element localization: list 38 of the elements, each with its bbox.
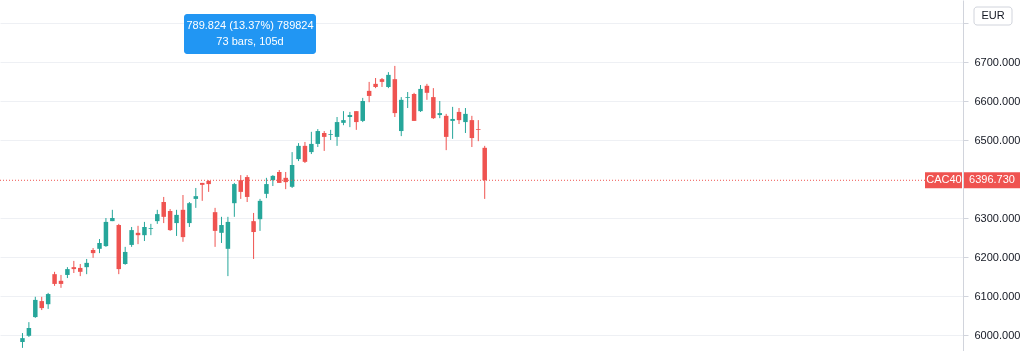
y-tick-label: 6000.000 <box>974 328 1021 341</box>
candlestick <box>431 87 436 120</box>
y-tick-label: 6600.000 <box>974 94 1021 107</box>
candlestick <box>264 177 269 199</box>
candlestick <box>309 131 314 155</box>
y-tick-label: 6200.000 <box>974 250 1021 263</box>
candlestick <box>187 201 192 228</box>
candlestick <box>354 110 359 131</box>
candlestick <box>418 84 423 113</box>
candlestick <box>193 187 199 209</box>
candlestick <box>450 106 455 140</box>
candlestick <box>33 296 38 319</box>
candlestick <box>251 212 256 260</box>
candlestick <box>463 107 468 134</box>
candlestick <box>142 221 147 242</box>
candlestick <box>26 321 32 338</box>
y-tick-label: 6500.000 <box>974 133 1021 146</box>
candlestick <box>328 129 333 141</box>
candlestick <box>360 97 365 123</box>
y-tick-label: 6700.000 <box>974 55 1021 68</box>
candlestick <box>174 209 179 237</box>
candlestick <box>379 77 385 88</box>
annotation: 73 bars, 105d <box>216 35 284 47</box>
candlestick <box>148 223 154 236</box>
candlestick <box>161 196 166 224</box>
candlestick <box>232 182 237 218</box>
y-tick-label: 6100.000 <box>974 289 1021 302</box>
candlestick <box>334 116 340 147</box>
annotation: 789.824 (13.37%) 789824 <box>186 19 314 31</box>
ref-line-label: CAC40 <box>926 173 962 186</box>
candlestick <box>129 226 134 248</box>
candlestick <box>405 91 410 109</box>
candlestick <box>476 119 481 142</box>
text: EUR <box>981 9 1005 21</box>
candlestick <box>219 216 224 244</box>
text: 6396.730 <box>969 173 1015 186</box>
candlestick <box>212 207 218 248</box>
y-tick-label: 6300.000 <box>974 211 1021 224</box>
